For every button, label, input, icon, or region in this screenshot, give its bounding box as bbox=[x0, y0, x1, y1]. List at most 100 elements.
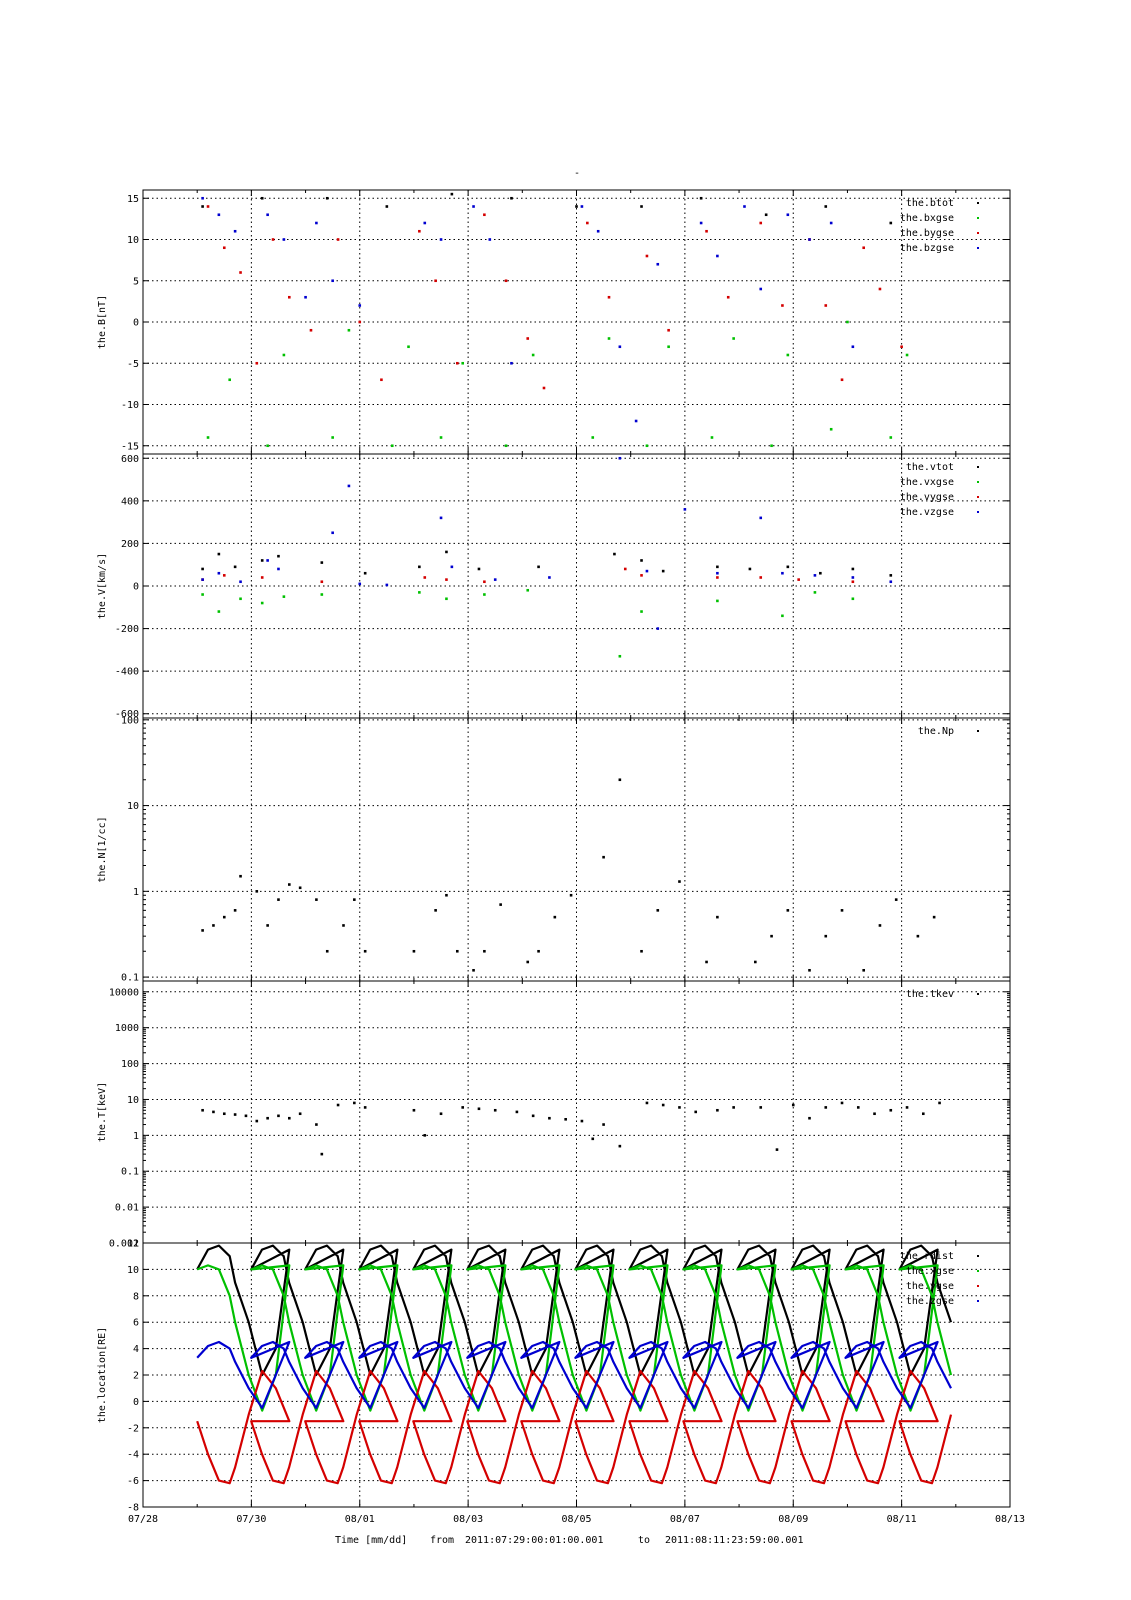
data-point bbox=[786, 909, 790, 912]
y-tick-label: 1000 bbox=[115, 1023, 139, 1034]
panel-5: 12 10 8 6 4 2 0 -2 -4 -6 -8 the.location[RE] the.rdi… bbox=[97, 1239, 1011, 1514]
data-point bbox=[315, 898, 318, 901]
y-tick-label: -200 bbox=[115, 624, 139, 635]
data-point bbox=[759, 287, 763, 291]
legend-marker bbox=[977, 730, 979, 732]
y-tick-label: -10 bbox=[121, 400, 139, 411]
data-point bbox=[510, 361, 513, 365]
data-point bbox=[607, 295, 611, 299]
data-point bbox=[645, 254, 649, 258]
panel-3: 100 10 1 0.1 the.N[1/cc] the.Np bbox=[97, 715, 1011, 984]
legend-label: the.Np bbox=[918, 726, 954, 737]
legend-marker bbox=[977, 1270, 979, 1272]
data-point bbox=[331, 279, 334, 283]
y-tick-label: 12 bbox=[127, 1239, 139, 1250]
data-point bbox=[423, 576, 427, 579]
data-point bbox=[856, 1106, 860, 1109]
panel-1: 15 10 5 0 -5 -10 -15 the.B[nT] the.btot the.bxgse… bbox=[97, 189, 1011, 455]
legend-label: the.bygse bbox=[900, 228, 954, 239]
data-point bbox=[699, 196, 703, 200]
data-point bbox=[640, 559, 643, 562]
data-point bbox=[851, 580, 855, 584]
data-point bbox=[900, 345, 903, 349]
data-point bbox=[222, 574, 226, 577]
data-point bbox=[493, 578, 497, 581]
data-layer bbox=[201, 1101, 941, 1156]
data-point bbox=[553, 915, 557, 919]
legend-marker bbox=[977, 511, 979, 513]
y-tick-label: 0.001 bbox=[109, 1239, 139, 1250]
data-point bbox=[607, 337, 611, 340]
data-point bbox=[797, 578, 800, 581]
data-point bbox=[667, 328, 670, 332]
from-timestamp: 2011:07:29:00:01:00.001 bbox=[465, 1535, 603, 1546]
data-point bbox=[775, 1148, 779, 1151]
data-point bbox=[889, 574, 893, 577]
y-tick-label: 200 bbox=[121, 539, 139, 550]
data-point bbox=[889, 1108, 893, 1112]
data-point bbox=[732, 1106, 735, 1109]
legend-label: the.btot bbox=[906, 198, 954, 209]
y-axis-title: the.V[km/s] bbox=[97, 553, 108, 619]
data-point bbox=[786, 353, 790, 357]
data-point bbox=[602, 855, 605, 859]
data-point bbox=[808, 968, 811, 972]
legend-marker bbox=[977, 1255, 979, 1257]
legend-label: the.vxgse bbox=[900, 477, 954, 488]
data-point bbox=[342, 924, 345, 927]
data-point bbox=[418, 591, 421, 594]
data-point bbox=[640, 949, 643, 953]
data-point bbox=[298, 1112, 302, 1116]
data-layer bbox=[196, 1244, 953, 1485]
data-point bbox=[548, 576, 551, 579]
data-point bbox=[260, 576, 264, 579]
data-point bbox=[645, 444, 649, 448]
data-point bbox=[791, 1103, 795, 1107]
data-point bbox=[905, 353, 909, 357]
data-point bbox=[282, 595, 286, 598]
data-point bbox=[233, 909, 237, 912]
y-tick-label: 100 bbox=[121, 715, 139, 726]
x-tick-label: 08/13 bbox=[995, 1514, 1025, 1525]
data-point bbox=[591, 436, 595, 439]
data-point bbox=[461, 361, 465, 365]
data-point bbox=[824, 205, 828, 208]
data-point bbox=[683, 508, 687, 511]
data-point bbox=[277, 554, 280, 558]
data-point bbox=[488, 238, 492, 241]
data-point bbox=[515, 1110, 519, 1114]
data-point bbox=[288, 295, 291, 299]
x-tick-label: 07/28 bbox=[128, 1514, 158, 1525]
data-point bbox=[922, 1112, 925, 1116]
y-axis-title: the.N[1/cc] bbox=[97, 816, 108, 882]
data-point bbox=[634, 419, 638, 423]
data-point bbox=[878, 287, 882, 291]
data-point bbox=[873, 1112, 876, 1116]
data-point bbox=[851, 576, 855, 579]
data-point bbox=[526, 337, 530, 340]
y-tick-label: -4 bbox=[127, 1450, 139, 1461]
data-point bbox=[759, 221, 763, 225]
data-point bbox=[266, 559, 269, 562]
data-point bbox=[613, 552, 616, 556]
data-point bbox=[309, 328, 313, 332]
data-point bbox=[201, 1108, 204, 1112]
data-point bbox=[819, 571, 822, 575]
data-point bbox=[493, 1108, 497, 1112]
data-point bbox=[889, 580, 893, 584]
data-point bbox=[564, 1117, 567, 1121]
y-tick-label: 5 bbox=[133, 276, 139, 287]
data-point bbox=[759, 576, 763, 579]
data-point bbox=[586, 221, 589, 225]
data-point bbox=[412, 949, 416, 953]
data-point bbox=[824, 934, 828, 938]
data-point bbox=[233, 229, 237, 233]
y-tick-label: -600 bbox=[115, 709, 139, 720]
footer: Time [mm/dd] from 2011:07:29:00:01:00.00… bbox=[335, 1535, 803, 1546]
data-point bbox=[439, 516, 443, 520]
y-tick-label: 10 bbox=[127, 235, 139, 246]
data-point bbox=[656, 262, 660, 266]
data-point bbox=[445, 578, 448, 581]
data-point bbox=[716, 1108, 719, 1112]
